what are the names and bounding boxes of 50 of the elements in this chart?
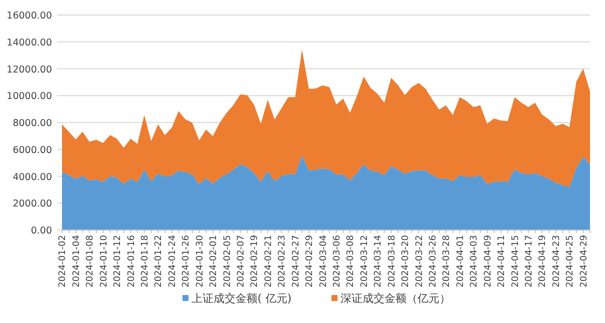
x-tick-label: 2024-03-28	[442, 234, 452, 288]
x-tick-label: 2024-03-06	[332, 234, 342, 288]
x-tick-label: 2024-02-07	[236, 235, 246, 288]
y-tick-label: 16000.00	[6, 10, 52, 22]
x-tick-label: 2024-01-12	[113, 235, 124, 288]
y-tick-label: 12000.00	[6, 64, 52, 76]
x-tick-label: 2024-01-22	[154, 235, 164, 288]
x-tick-label: 2024-01-16	[126, 234, 137, 288]
x-tick-label: 2024-01-02	[58, 235, 68, 288]
x-tick-label: 2024-04-01	[456, 235, 466, 288]
x-tick-label: 2024-01-30	[195, 234, 206, 288]
x-tick-label: 2024-04-03	[470, 235, 480, 288]
x-tick-label: 2024-04-19	[538, 234, 548, 288]
x-tick-label: 2024-04-11	[497, 235, 508, 288]
x-tick-label: 2024-02-21	[264, 235, 274, 288]
x-tick-label: 2024-03-08	[346, 234, 356, 288]
legend-label: 深证成交金额（亿元）	[340, 292, 450, 305]
y-tick-label: 14000.00	[6, 37, 52, 48]
x-tick-label: 2024-04-15	[510, 235, 521, 288]
x-tick-label: 2024-04-23	[552, 235, 562, 288]
x-tick-label: 2024-03-26	[428, 234, 438, 288]
y-tick-label: 4000.00	[12, 172, 52, 183]
x-tick-label: 2024-03-20	[401, 234, 412, 288]
x-tick-label: 2024-04-25	[566, 235, 576, 288]
x-tick-label: 2024-03-04	[318, 234, 329, 288]
x-tick-label: 2024-03-12	[360, 235, 370, 288]
x-tick-label: 2024-02-29	[305, 234, 316, 288]
y-tick-label: 8000.00	[12, 118, 52, 129]
x-tick-label: 2024-01-10	[99, 234, 110, 288]
x-tick-label: 2024-02-05	[222, 235, 233, 288]
y-tick-label: 2000.00	[12, 198, 52, 210]
x-tick-label: 2024-04-29	[579, 234, 590, 288]
x-tick-label: 2024-02-27	[291, 235, 302, 288]
y-tick-label: 6000.00	[12, 144, 52, 156]
x-tick-label: 2024-01-08	[86, 234, 96, 288]
x-tick-label: 2024-01-26	[182, 234, 192, 288]
legend-label: 上证成交金额( 亿元)	[192, 292, 292, 305]
x-tick-label: 2024-04-09	[483, 234, 494, 288]
x-tick-label: 2024-04-17	[524, 235, 534, 288]
y-tick-label: 0.00	[30, 226, 52, 236]
x-tick-label: 2024-03-14	[374, 234, 384, 288]
x-tick-label: 2024-01-18	[140, 234, 150, 288]
x-tick-label: 2024-03-22	[414, 235, 425, 288]
x-tick-label: 2024-02-01	[209, 235, 220, 288]
x-tick-label: 2024-01-24	[168, 234, 178, 288]
y-tick-label: 10000.00	[6, 91, 52, 102]
x-tick-label: 2024-02-23	[278, 235, 288, 288]
x-tick-label: 2024-02-19	[250, 234, 260, 288]
x-tick-label: 2024-03-18	[387, 234, 398, 288]
x-tick-label: 2024-01-04	[72, 234, 82, 288]
